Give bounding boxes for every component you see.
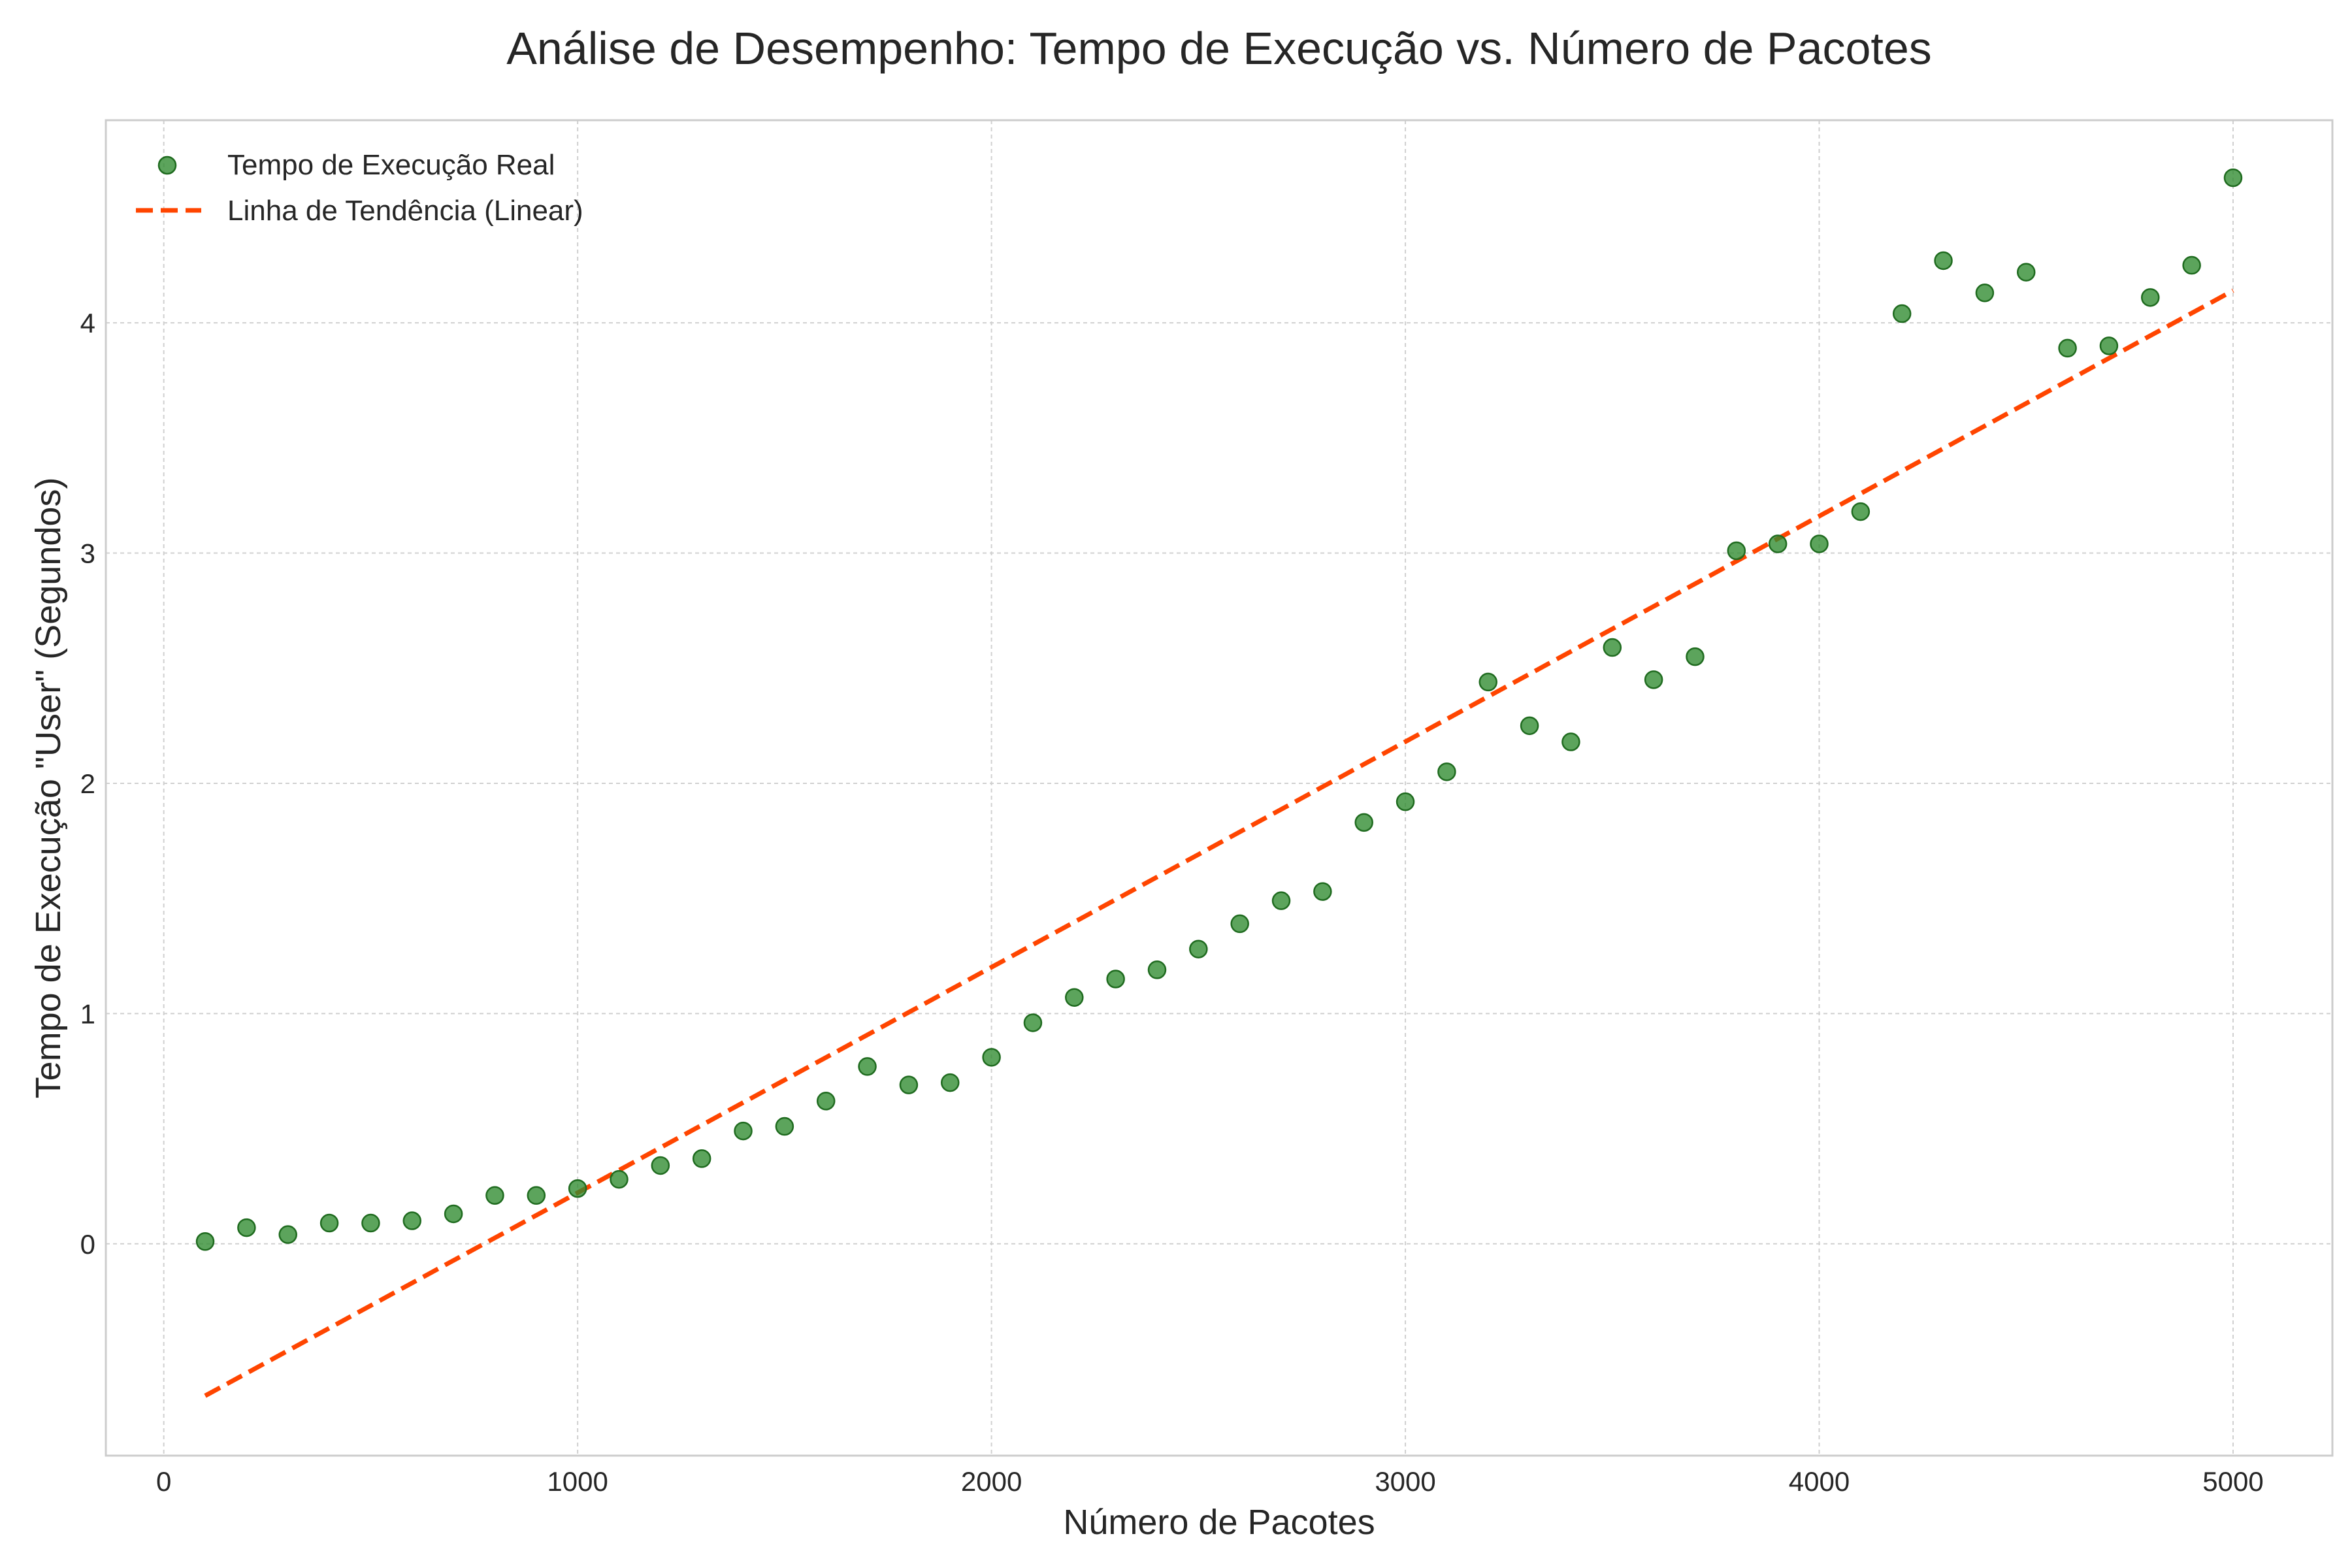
y-tick-label: 4 (80, 308, 95, 338)
x-tick-label: 1000 (547, 1466, 608, 1497)
data-point (1396, 792, 1415, 811)
y-tick-label: 3 (80, 538, 95, 569)
data-point (1189, 939, 1208, 958)
data-point (402, 1211, 422, 1230)
data-point (1354, 813, 1373, 832)
data-point (195, 1232, 215, 1251)
data-point (1603, 638, 1622, 657)
data-point (1520, 716, 1539, 736)
data-point (485, 1186, 504, 1205)
y-tick-label: 2 (80, 768, 95, 799)
data-point (1478, 672, 1497, 692)
data-point (1313, 882, 1332, 901)
data-point (775, 1117, 794, 1136)
data-point (2182, 255, 2201, 275)
data-point (361, 1213, 380, 1233)
data-point (1686, 647, 1705, 666)
chart-title: Análise de Desempenho: Tempo de Execução… (506, 23, 1932, 74)
x-tick-label: 4000 (1789, 1466, 1850, 1497)
data-point (2099, 336, 2119, 355)
data-point (982, 1048, 1001, 1067)
data-point (858, 1057, 877, 1076)
data-point (319, 1213, 339, 1233)
plot-frame (105, 119, 2334, 1457)
data-point (1768, 534, 1788, 553)
data-point (444, 1204, 463, 1224)
x-tick-label: 0 (156, 1466, 171, 1497)
y-tick-label: 1 (80, 998, 95, 1029)
data-point (2016, 263, 2036, 282)
legend: Tempo de Execução Real Linha de Tendênci… (136, 149, 583, 227)
data-point (2141, 288, 2160, 307)
y-tick-label: 0 (80, 1229, 95, 1260)
x-tick-label: 2000 (961, 1466, 1022, 1497)
legend-marker-scatter (157, 155, 177, 175)
data-point (1561, 732, 1580, 751)
data-point (1437, 762, 1456, 781)
data-point (527, 1186, 546, 1205)
x-tick-label: 5000 (2202, 1466, 2263, 1497)
data-point (651, 1156, 670, 1175)
data-point (1023, 1013, 1043, 1032)
data-point (2058, 338, 2077, 358)
data-point (734, 1121, 753, 1141)
data-point (1892, 304, 1912, 323)
data-point (1147, 960, 1167, 979)
data-point (237, 1218, 256, 1237)
data-point (1810, 534, 1829, 553)
data-point (1851, 502, 1870, 521)
data-point (1934, 251, 1953, 270)
data-point (278, 1225, 297, 1244)
data-point (899, 1075, 919, 1094)
data-point (1271, 891, 1291, 910)
x-axis-label: Número de Pacotes (1063, 1503, 1375, 1542)
data-point (1727, 541, 1746, 561)
data-point (941, 1073, 960, 1092)
legend-label-trend: Linha de Tendência (Linear) (227, 195, 583, 227)
data-point (692, 1149, 711, 1168)
data-point (1644, 670, 1663, 689)
trend-line (204, 288, 2234, 1398)
data-point (816, 1092, 836, 1111)
data-point (1230, 914, 1249, 934)
data-point (2223, 168, 2243, 188)
y-axis-label: Tempo de Execução "User" (Segundos) (29, 478, 68, 1099)
x-tick-label: 3000 (1375, 1466, 1435, 1497)
legend-label-scatter: Tempo de Execução Real (227, 149, 555, 181)
data-point (568, 1179, 587, 1198)
data-point (1065, 988, 1084, 1007)
data-point (1106, 970, 1125, 988)
data-point (1975, 284, 1995, 302)
data-point (610, 1169, 629, 1189)
